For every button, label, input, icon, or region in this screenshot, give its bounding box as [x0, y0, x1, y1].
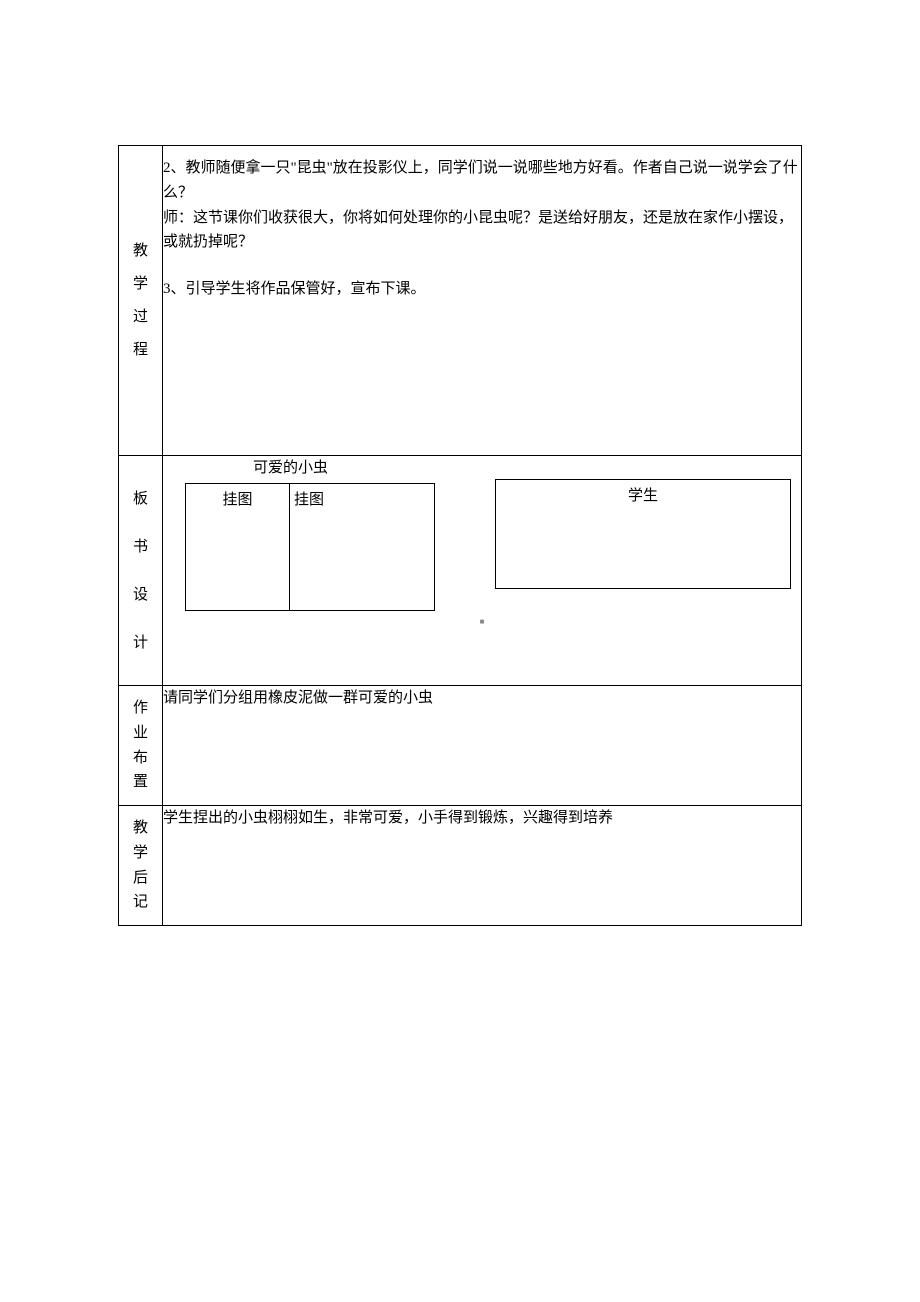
label-char: 业: [119, 721, 162, 746]
homework-content-cell: 请同学们分组用橡皮泥做一群可爱的小虫: [163, 686, 802, 806]
board-boxes-container: 挂图 挂图 学生: [163, 483, 801, 611]
reflection-row: 教 学 后 记 学生捏出的小虫栩栩如生，非常可爱，小手得到锻炼，兴趣得到培养: [119, 806, 802, 926]
board-content-cell: 可爱的小虫 挂图 挂图 学生 ■: [163, 456, 802, 686]
page-marker: ■: [163, 615, 801, 628]
board-title: 可爱的小虫: [253, 456, 801, 481]
reflection-content-cell: 学生捏出的小虫栩栩如生，非常可爱，小手得到锻炼，兴趣得到培养: [163, 806, 802, 926]
label-char: 计: [119, 619, 162, 667]
label-char: 教: [119, 235, 162, 268]
label-char: 学: [119, 841, 162, 866]
label-char: 程: [119, 334, 162, 367]
chart-box-right: 挂图: [290, 484, 434, 610]
label-char: 布: [119, 746, 162, 771]
homework-label-cell: 作 业 布 置: [119, 686, 163, 806]
label-char: 设: [119, 571, 162, 619]
homework-text: 请同学们分组用橡皮泥做一群可爱的小虫: [163, 686, 801, 711]
student-box-label: 学生: [500, 484, 786, 509]
board-label-cell: 板 书 设 计: [119, 456, 163, 686]
chart-box-group: 挂图 挂图: [185, 483, 435, 611]
label-char: 记: [119, 890, 162, 915]
process-label-cell: 教 学 过 程: [119, 146, 163, 456]
label-char: 板: [119, 475, 162, 523]
reflection-label-cell: 教 学 后 记: [119, 806, 163, 926]
chart-box-left: 挂图: [186, 484, 290, 610]
homework-row: 作 业 布 置 请同学们分组用橡皮泥做一群可爱的小虫: [119, 686, 802, 806]
label-char: 过: [119, 301, 162, 334]
label-char: 书: [119, 523, 162, 571]
label-char: 后: [119, 866, 162, 891]
teaching-process-row: 教 学 过 程 2、教师随便拿一只"昆虫"放在投影仪上，同学们说一说哪些地方好看…: [119, 146, 802, 456]
process-text-1: 2、教师随便拿一只"昆虫"放在投影仪上，同学们说一说哪些地方好看。作者自己说一说…: [163, 156, 801, 206]
label-char: 学: [119, 268, 162, 301]
chart-label-right: 挂图: [294, 488, 430, 513]
process-text-2: 师：这节课你们收获很大，你将如何处理你的小昆虫呢？是送给好朋友，还是放在家作小摆…: [163, 206, 801, 256]
process-text-3: 3、引导学生将作品保管好，宣布下课。: [163, 277, 801, 302]
lesson-plan-table: 教 学 过 程 2、教师随便拿一只"昆虫"放在投影仪上，同学们说一说哪些地方好看…: [118, 145, 802, 926]
label-char: 作: [119, 696, 162, 721]
chart-label-left: 挂图: [190, 488, 285, 513]
reflection-text: 学生捏出的小虫栩栩如生，非常可爱，小手得到锻炼，兴趣得到培养: [163, 806, 801, 831]
student-box: 学生: [495, 479, 791, 589]
label-char: 置: [119, 770, 162, 795]
process-content-cell: 2、教师随便拿一只"昆虫"放在投影仪上，同学们说一说哪些地方好看。作者自己说一说…: [163, 146, 802, 456]
board-design-row: 板 书 设 计 可爱的小虫 挂图 挂图 学生 ■: [119, 456, 802, 686]
label-char: 教: [119, 816, 162, 841]
